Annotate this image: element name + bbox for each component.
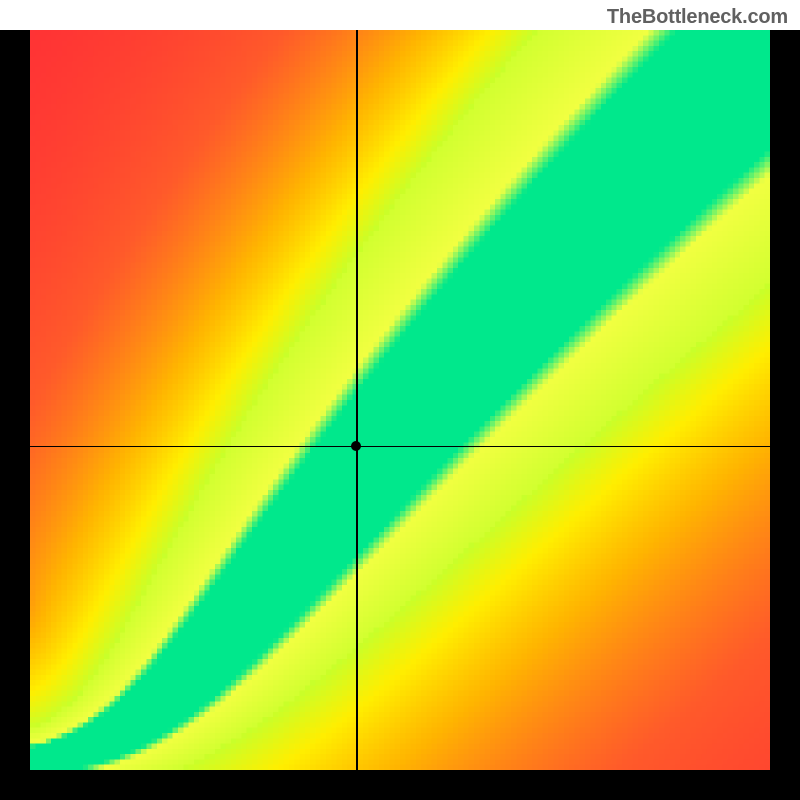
crosshair-horizontal [30, 446, 770, 448]
attribution-text: TheBottleneck.com [607, 6, 788, 29]
heatmap-canvas [30, 30, 770, 770]
crosshair-vertical [356, 30, 358, 770]
plot-outer-frame [0, 30, 800, 800]
root: { "attribution": "TheBottleneck.com", "l… [0, 0, 800, 800]
